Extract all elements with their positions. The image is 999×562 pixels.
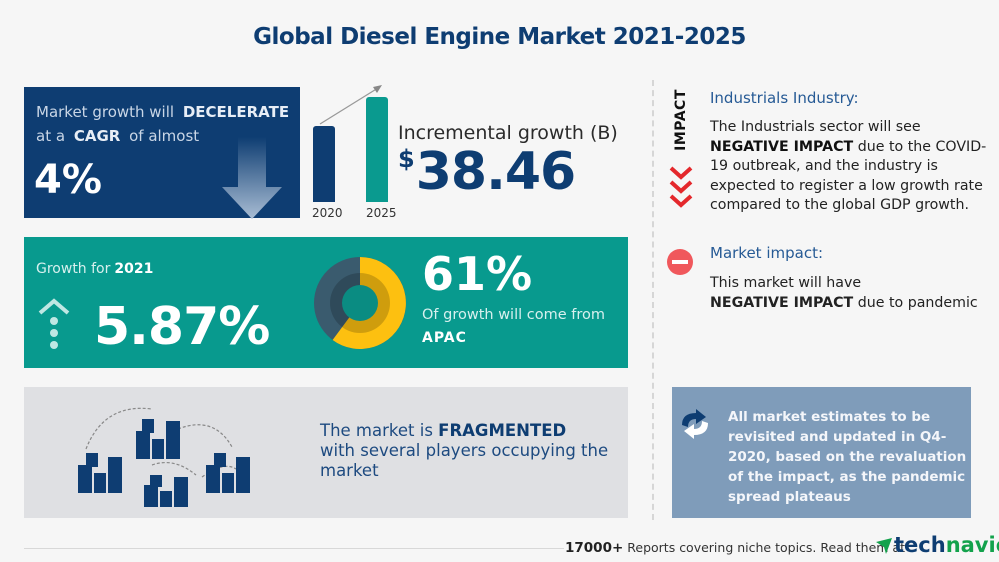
bar-2020	[313, 126, 335, 202]
dashed-divider	[652, 80, 654, 520]
logo-tech: tech	[894, 533, 946, 557]
estimates-note-text: All market estimates to be revisited and…	[728, 409, 967, 505]
fragmented-suffix: with several players occupying the marke…	[320, 441, 609, 480]
market-impact-title: Market impact:	[710, 244, 824, 262]
fragmented-text: The market is FRAGMENTED with several pl…	[320, 421, 610, 481]
impact-label-text: IMPACT	[672, 89, 689, 151]
buildings-network-icon	[78, 407, 250, 507]
cagr-value: 4%	[34, 157, 102, 203]
estimates-note-panel: All market estimates to be revisited and…	[672, 387, 971, 518]
cagr-line2-suffix: of almost	[129, 127, 200, 145]
growth-year-label: Growth for 2021	[36, 261, 153, 277]
market-impact-negative: NEGATIVE IMPACT	[710, 295, 854, 311]
footer-text: 17000+ Reports covering niche topics. Re…	[565, 540, 905, 556]
industry-negative-impact: NEGATIVE IMPACT	[710, 138, 854, 155]
incremental-value-number: 38.46	[415, 142, 576, 202]
apac-donut-chart	[314, 257, 406, 349]
apac-text: Of growth will come from	[422, 307, 605, 323]
apac-percent: 61%	[422, 247, 533, 301]
currency-symbol: $	[398, 145, 415, 173]
footer-divider	[24, 548, 564, 549]
market-impact-suffix: due to pandemic	[857, 295, 978, 311]
bar-2025	[366, 97, 388, 202]
impact-vertical-label: IMPACT	[668, 89, 692, 151]
market-impact-line1: This market will have	[710, 275, 862, 291]
technavio-logo[interactable]: technavio	[894, 533, 999, 557]
page-title: Global Diesel Engine Market 2021-2025	[253, 24, 746, 50]
cagr-line-2: at a CAGR of almost	[36, 127, 199, 145]
bar-label-2025: 2025	[366, 206, 397, 220]
market-impact-text: This market will have NEGATIVE IMPACT du…	[710, 273, 978, 313]
growth-trend-arrow-icon	[319, 85, 382, 125]
cagr-line2-prefix: at a	[36, 127, 66, 145]
growth-year: 2021	[114, 261, 154, 277]
cagr-line-1: Market growth will DECELERATE	[36, 103, 293, 121]
fragmented-prefix: The market is	[320, 421, 433, 440]
industry-text-suffix: due to the COVID-19 outbreak, and the in…	[710, 138, 987, 214]
incremental-growth-value: $38.46	[398, 142, 576, 202]
cagr-decelerate: DECELERATE	[182, 103, 290, 121]
growth-value: 5.87%	[94, 297, 270, 357]
cagr-panel: Market growth will DECELERATE at a CAGR …	[24, 87, 300, 219]
industry-text: The Industrials sector will see NEGATIVE…	[710, 118, 999, 216]
technavio-logo-icon	[876, 538, 892, 554]
growth-for-text: Growth for	[36, 261, 111, 277]
up-arrow-dots-icon	[38, 298, 70, 349]
cagr-label: CAGR	[73, 127, 121, 145]
apac-region: APAC	[422, 330, 467, 346]
incremental-growth-label: Incremental growth (B)	[398, 122, 618, 144]
report-count: 17000+	[565, 540, 624, 556]
industry-title: Industrials Industry:	[710, 89, 859, 107]
fragmented-panel: The market is FRAGMENTED with several pl…	[24, 387, 628, 518]
footer-caption: Reports covering niche topics. Read them…	[627, 540, 905, 555]
minus-circle-icon	[667, 249, 693, 275]
fragmented-bold: FRAGMENTED	[438, 421, 567, 440]
growth-panel: Growth for 2021 5.87% 61% Of growth will …	[24, 237, 628, 368]
refresh-arrows-icon	[682, 409, 708, 439]
down-arrow-icon	[222, 137, 282, 219]
industry-text-prefix: The Industrials sector will see	[710, 119, 921, 135]
logo-navio: navio	[945, 533, 999, 557]
cagr-line1-prefix: Market growth will	[36, 103, 175, 121]
bar-label-2020: 2020	[312, 206, 343, 220]
triple-chevron-down-icon	[669, 166, 693, 208]
